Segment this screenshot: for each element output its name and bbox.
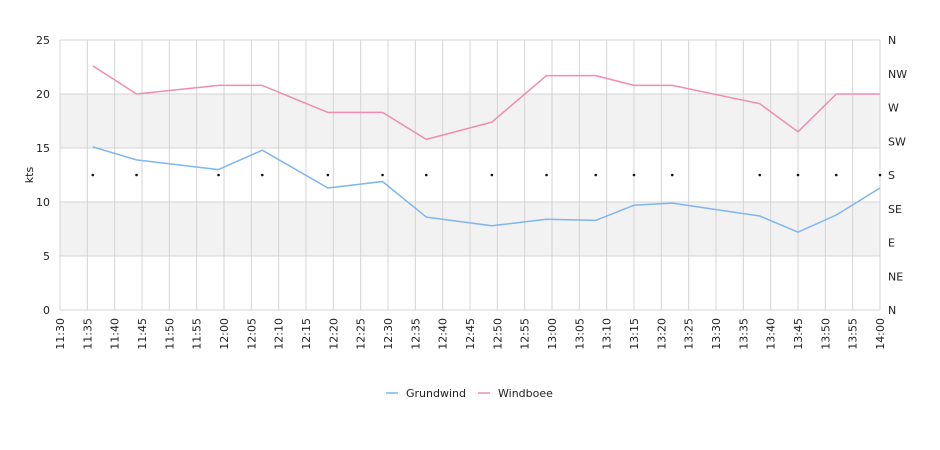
direction-marker: [796, 173, 800, 177]
direction-marker: [670, 173, 674, 177]
y-axis-right-direction: N NE E SE S SW W NW N: [888, 34, 907, 317]
y-tick-label: 15: [36, 142, 50, 155]
y2-tick-label: SE: [888, 203, 902, 216]
direction-marker: [834, 173, 838, 177]
y2-tick-label: S: [888, 169, 895, 182]
y2-tick-label: E: [888, 237, 895, 250]
y2-tick-label: N: [888, 34, 896, 47]
y-axis-label: kts: [23, 167, 36, 184]
x-tick-label: 12:15: [300, 318, 313, 350]
x-tick-label: 12:55: [519, 318, 532, 350]
direction-marker: [135, 173, 138, 177]
direction-marker: [260, 173, 264, 177]
direction-marker: [545, 173, 548, 177]
x-tick-label: 13:50: [819, 318, 832, 350]
y2-tick-label: W: [888, 102, 899, 115]
y2-tick-label: NW: [888, 68, 907, 81]
series-lines: [92, 65, 881, 233]
y2-tick-label: SW: [888, 135, 906, 148]
x-tick-label: 11:30: [54, 318, 67, 350]
x-tick-label: 12:45: [464, 318, 477, 350]
y-tick-label: 5: [43, 250, 50, 263]
series-line-grundwind: [92, 146, 881, 233]
y2-tick-label: NE: [888, 270, 903, 283]
x-tick-label: 12:05: [245, 318, 258, 350]
x-tick-label: 12:30: [382, 318, 395, 350]
direction-marker: [326, 173, 330, 177]
direction-marker: [632, 173, 636, 177]
direction-marker: [878, 173, 882, 177]
direction-marker: [217, 173, 220, 177]
legend-label-windboee: Windboee: [498, 387, 553, 400]
x-tick-label: 14:00: [874, 318, 887, 350]
x-tick-label: 11:40: [109, 318, 122, 350]
x-tick-label: 11:55: [191, 318, 204, 350]
y-tick-label: 10: [36, 196, 50, 209]
direction-marker: [490, 173, 494, 177]
y-tick-label: 20: [36, 88, 50, 101]
direction-marker: [758, 173, 762, 177]
x-tick-label: 13:10: [601, 318, 614, 350]
x-tick-label: 12:20: [327, 318, 340, 350]
x-tick-label: 13:35: [737, 318, 750, 350]
x-tick-label: 12:10: [273, 318, 286, 350]
x-tick-label: 13:20: [655, 318, 668, 350]
x-tick-label: 13:40: [765, 318, 778, 350]
direction-marker: [594, 173, 598, 177]
direction-marker: [424, 173, 428, 177]
y-tick-label: 25: [36, 34, 50, 47]
y-tick-label: 0: [43, 304, 50, 317]
y2-tick-label: N: [888, 304, 896, 317]
x-tick-label: 13:45: [792, 318, 805, 350]
grid-lines: [59, 39, 881, 311]
x-tick-label: 13:25: [683, 318, 696, 350]
x-tick-label: 11:35: [81, 318, 94, 350]
legend: Grundwind Windboee: [386, 387, 553, 400]
x-tick-label: 11:45: [136, 318, 149, 350]
direction-markers: [91, 173, 882, 177]
x-tick-label: 13:00: [546, 318, 559, 350]
legend-label-grundwind: Grundwind: [406, 387, 466, 400]
x-tick-label: 13:55: [847, 318, 860, 350]
x-tick-label: 12:50: [491, 318, 504, 350]
y-axis-left: 0 5 10 15 20 25: [36, 34, 50, 317]
direction-marker: [91, 173, 95, 177]
x-tick-label: 13:30: [710, 318, 723, 350]
x-tick-label: 12:00: [218, 318, 231, 350]
x-tick-label: 13:05: [573, 318, 586, 350]
x-tick-label: 12:40: [437, 318, 450, 350]
x-tick-label: 13:15: [628, 318, 641, 350]
x-tick-label: 11:50: [163, 318, 176, 350]
direction-marker: [381, 173, 384, 177]
x-tick-label: 12:35: [409, 318, 422, 350]
x-axis: 11:30 11:35 11:40 11:45 11:50 11:55 12:00 12:05…: [54, 318, 887, 350]
x-tick-label: 12:25: [355, 318, 368, 350]
series-line-windboee: [92, 65, 880, 141]
